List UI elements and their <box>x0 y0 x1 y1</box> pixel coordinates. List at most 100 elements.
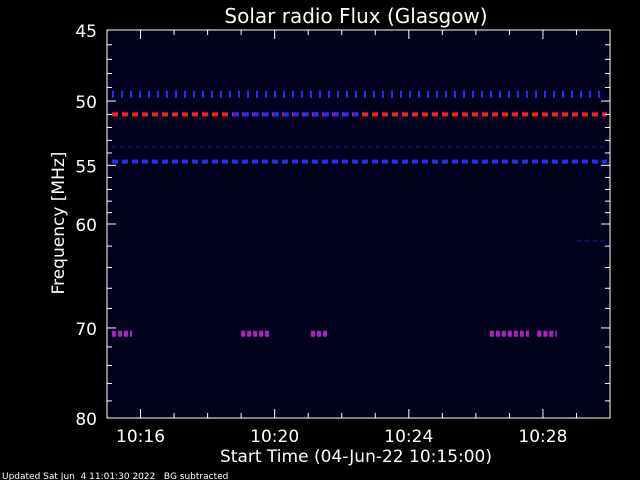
x-tick-label: 10:24 <box>384 427 433 447</box>
noise-column <box>121 32 122 416</box>
noise-column <box>406 32 407 416</box>
noise-column <box>433 32 434 416</box>
noise-column <box>313 32 314 416</box>
noise-column <box>496 32 497 416</box>
noise-column <box>451 32 452 416</box>
noise-column <box>508 32 509 416</box>
noise-column <box>481 32 482 416</box>
noise-column <box>211 32 212 416</box>
y-tick-label: 80 <box>75 410 97 430</box>
noise-column <box>325 32 326 416</box>
x-tick-label: 10:20 <box>250 427 299 447</box>
noise-column <box>418 32 419 416</box>
noise-column <box>415 32 416 416</box>
noise-column <box>157 32 158 416</box>
noise-column <box>430 32 431 416</box>
noise-column <box>376 32 377 416</box>
noise-column <box>241 32 242 416</box>
plot-area <box>107 30 610 418</box>
noise-column <box>547 32 548 416</box>
noise-column <box>244 32 245 416</box>
noise-column <box>256 32 257 416</box>
noise-column <box>172 32 173 416</box>
noise-column <box>346 32 347 416</box>
noise-column <box>595 32 596 416</box>
noise-column <box>589 32 590 416</box>
noise-column <box>493 32 494 416</box>
noise-column <box>439 32 440 416</box>
noise-column <box>592 32 593 416</box>
noise-column <box>568 32 569 416</box>
noise-column <box>586 32 587 416</box>
noise-column <box>412 32 413 416</box>
y-tick-label: 70 <box>75 320 97 340</box>
noise-column <box>130 32 131 416</box>
noise-column <box>163 32 164 416</box>
noise-column <box>511 32 512 416</box>
noise-column <box>277 32 278 416</box>
noise-column <box>208 32 209 416</box>
noise-column <box>334 32 335 416</box>
noise-column <box>340 32 341 416</box>
noise-column <box>160 32 161 416</box>
noise-column <box>166 32 167 416</box>
noise-column <box>235 32 236 416</box>
noise-column <box>232 32 233 416</box>
noise-column <box>127 32 128 416</box>
noise-column <box>136 32 137 416</box>
y-tick-label: 45 <box>75 22 97 42</box>
noise-column <box>337 32 338 416</box>
noise-column <box>394 32 395 416</box>
noise-column <box>319 32 320 416</box>
noise-column <box>550 32 551 416</box>
noise-column <box>304 32 305 416</box>
noise-column <box>358 32 359 416</box>
noise-column <box>298 32 299 416</box>
noise-column <box>223 32 224 416</box>
noise-column <box>307 32 308 416</box>
noise-column <box>214 32 215 416</box>
noise-column <box>250 32 251 416</box>
noise-column <box>310 32 311 416</box>
noise-column <box>526 32 527 416</box>
noise-column <box>484 32 485 416</box>
noise-column <box>352 32 353 416</box>
noise-column <box>541 32 542 416</box>
noise-column <box>373 32 374 416</box>
noise-column <box>316 32 317 416</box>
noise-column <box>445 32 446 416</box>
noise-column <box>487 32 488 416</box>
noise-column <box>322 32 323 416</box>
noise-column <box>154 32 155 416</box>
noise-column <box>397 32 398 416</box>
noise-column <box>544 32 545 416</box>
footer-status: Updated Sat Jun 4 11:01:30 2022 BG subtr… <box>2 472 228 480</box>
noise-column <box>454 32 455 416</box>
noise-column <box>490 32 491 416</box>
noise-column <box>280 32 281 416</box>
noise-column <box>532 32 533 416</box>
noise-column <box>517 32 518 416</box>
noise-column <box>184 32 185 416</box>
noise-column <box>385 32 386 416</box>
x-tick-label: 10:28 <box>518 427 567 447</box>
noise-column <box>247 32 248 416</box>
noise-column <box>190 32 191 416</box>
noise-column <box>205 32 206 416</box>
noise-column <box>217 32 218 416</box>
noise-column <box>436 32 437 416</box>
noise-column <box>328 32 329 416</box>
noise-column <box>289 32 290 416</box>
noise-column <box>466 32 467 416</box>
noise-column <box>583 32 584 416</box>
chart-title: Solar radio Flux (Glasgow) <box>224 4 487 28</box>
noise-column <box>145 32 146 416</box>
noise-column <box>556 32 557 416</box>
noise-column <box>199 32 200 416</box>
noise-column <box>259 32 260 416</box>
y-tick-label: 55 <box>75 157 97 177</box>
noise-column <box>574 32 575 416</box>
x-tick-label: 10:16 <box>116 427 165 447</box>
noise-column <box>220 32 221 416</box>
noise-column <box>295 32 296 416</box>
